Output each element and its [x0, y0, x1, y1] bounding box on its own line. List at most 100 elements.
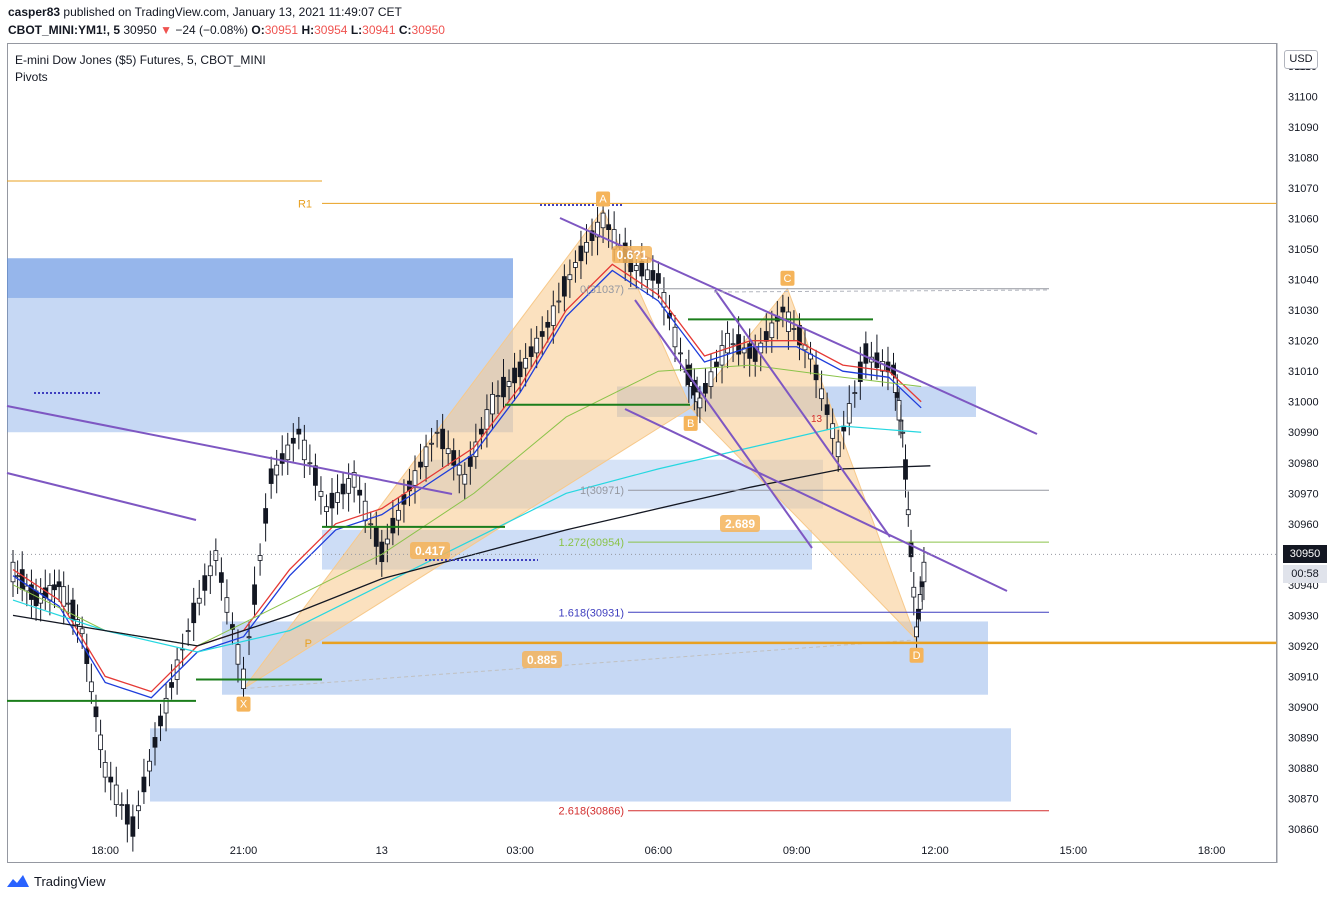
candle-body — [672, 326, 678, 348]
candle-body — [169, 682, 174, 688]
chart-title[interactable]: E-mini Dow Jones ($5) Futures, 5, CBOT_M… — [15, 53, 266, 67]
time-axis[interactable]: 18:00 21:00 13 03:00 06:00 09:00 12:00 15:00 18:… — [91, 845, 1225, 857]
trendline — [6, 405, 453, 495]
candle-body — [351, 472, 357, 488]
candle-body — [56, 581, 62, 588]
bar-countdown: 00:58 — [1283, 565, 1327, 583]
price-tick-label: 30880 — [1288, 763, 1319, 775]
candle-body — [152, 737, 158, 748]
candle-body — [606, 224, 612, 230]
candle-body — [218, 572, 224, 583]
candle-body — [506, 381, 512, 387]
candle-body — [467, 456, 473, 467]
publisher-name[interactable]: casper83 — [8, 5, 61, 19]
publish-text: published on TradingView.com, January 13… — [63, 5, 402, 19]
candle-body — [434, 431, 440, 434]
candle-body — [573, 262, 578, 268]
candle-body — [340, 483, 346, 495]
candle-body — [224, 597, 230, 613]
symbol-label: CBOT_MINI:YM1!, 5 — [8, 23, 121, 37]
trendline — [6, 472, 197, 521]
time-tick-label: 12:00 — [921, 845, 949, 857]
candle-body — [714, 361, 719, 368]
candle-body — [279, 453, 285, 464]
candle-body — [633, 265, 639, 271]
candle-body — [373, 526, 379, 547]
candle-body — [33, 590, 39, 606]
candle-body — [708, 371, 714, 387]
candle-body — [384, 538, 390, 545]
candle-body — [196, 597, 202, 604]
candle-body — [600, 212, 606, 229]
tradingview-logo-icon — [7, 875, 29, 887]
candle-body — [346, 478, 352, 494]
candle-body — [495, 395, 501, 398]
candle-body — [490, 393, 495, 415]
candle-body — [528, 346, 534, 357]
ratio-box — [410, 542, 450, 559]
candle-body — [329, 492, 335, 509]
fib-label: 1.272(30954) — [559, 537, 624, 549]
price-tick-label: 30870 — [1288, 793, 1319, 805]
candle-body — [418, 461, 423, 468]
candle-body — [741, 347, 747, 354]
open-value: 30951 — [264, 23, 299, 37]
price-tick-label: 30920 — [1288, 641, 1319, 653]
pattern-point-label: D — [913, 650, 921, 662]
candle-body — [911, 586, 917, 598]
tradingview-footer[interactable]: TradingView — [6, 873, 106, 889]
candle-body — [108, 776, 114, 783]
candle-body — [102, 762, 108, 778]
candle-body — [368, 523, 374, 526]
price-tick-label: 30900 — [1288, 702, 1319, 714]
ratio-label: 2.689 — [725, 517, 755, 531]
candle-body — [905, 509, 911, 516]
candle-body — [703, 383, 708, 394]
candle-body — [70, 599, 76, 621]
candle-body — [390, 517, 396, 534]
trendline — [624, 408, 1008, 592]
candle-body — [589, 230, 595, 241]
candle-body — [15, 575, 21, 578]
indicator-legend[interactable]: Pivots — [15, 70, 48, 84]
time-tick-label: 13 — [376, 845, 388, 857]
zone-rect — [150, 728, 1011, 802]
sma-cyan-line — [12, 425, 922, 653]
candle-body — [246, 636, 252, 639]
price-tick-label: 31050 — [1288, 244, 1319, 256]
candle-body — [578, 245, 584, 262]
candle-body — [235, 644, 241, 665]
price-tick-label: 31070 — [1288, 183, 1319, 195]
candle-body — [517, 361, 523, 378]
moving-averages — [12, 263, 931, 699]
candle-body — [79, 628, 85, 635]
candle-body — [813, 364, 819, 381]
close-value: 30950 — [411, 23, 445, 37]
price-tick-label: 30890 — [1288, 732, 1319, 744]
currency-button[interactable]: USD — [1284, 50, 1318, 69]
candle-body — [650, 270, 656, 281]
candle-body — [678, 352, 683, 355]
candle-body — [412, 470, 418, 486]
price-tick-label: 30930 — [1288, 610, 1319, 622]
candle-body — [318, 491, 324, 497]
low-value: 30941 — [362, 23, 396, 37]
zone-rect — [7, 258, 513, 298]
candle-body — [335, 492, 340, 503]
candle-body — [207, 565, 213, 577]
time-tick-label: 21:00 — [230, 845, 258, 857]
price-tick-label: 31010 — [1288, 366, 1319, 378]
candle-body — [846, 403, 852, 424]
price-axis[interactable]: 30860 30870 30880 30890 30900 30910 30920 30930… — [1276, 43, 1319, 863]
candle-body — [819, 388, 824, 400]
drawn-lines — [6, 180, 1277, 812]
zone-rect — [222, 621, 988, 695]
candle-body — [545, 321, 551, 328]
pattern-point-label: X — [240, 699, 248, 711]
candle-body — [301, 439, 307, 461]
fib-label: 1(30971) — [580, 485, 624, 497]
candle-body — [863, 343, 869, 364]
supply-demand-zones — [7, 258, 1011, 802]
price-tick-label: 31090 — [1288, 122, 1319, 134]
